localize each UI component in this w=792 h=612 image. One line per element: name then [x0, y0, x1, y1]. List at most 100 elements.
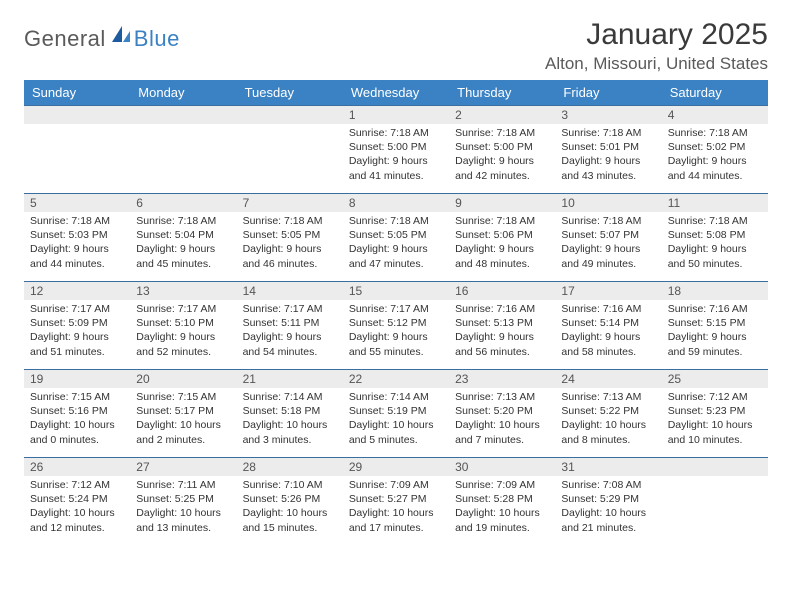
day-info: Sunrise: 7:18 AMSunset: 5:07 PMDaylight:… [555, 212, 661, 271]
sunset-text: Sunset: 5:00 PM [349, 140, 443, 154]
calendar-day-cell: 14Sunrise: 7:17 AMSunset: 5:11 PMDayligh… [237, 281, 343, 369]
day-info: Sunrise: 7:10 AMSunset: 5:26 PMDaylight:… [237, 476, 343, 535]
day-info: Sunrise: 7:16 AMSunset: 5:14 PMDaylight:… [555, 300, 661, 359]
calendar-day-cell: 21Sunrise: 7:14 AMSunset: 5:18 PMDayligh… [237, 369, 343, 457]
calendar-week-row: 26Sunrise: 7:12 AMSunset: 5:24 PMDayligh… [24, 457, 768, 545]
daylight-text: Daylight: 9 hours and 48 minutes. [455, 242, 549, 270]
day-number: 10 [555, 193, 661, 212]
sunset-text: Sunset: 5:12 PM [349, 316, 443, 330]
daylight-text: Daylight: 9 hours and 44 minutes. [30, 242, 124, 270]
day-number: 16 [449, 281, 555, 300]
sunset-text: Sunset: 5:10 PM [136, 316, 230, 330]
daylight-text: Daylight: 9 hours and 43 minutes. [561, 154, 655, 182]
sunrise-text: Sunrise: 7:14 AM [243, 390, 337, 404]
day-info: Sunrise: 7:12 AMSunset: 5:24 PMDaylight:… [24, 476, 130, 535]
daylight-text: Daylight: 9 hours and 56 minutes. [455, 330, 549, 358]
day-header: Tuesday [237, 80, 343, 105]
sunset-text: Sunset: 5:01 PM [561, 140, 655, 154]
daylight-text: Daylight: 10 hours and 10 minutes. [668, 418, 762, 446]
day-number: 23 [449, 369, 555, 388]
day-info: Sunrise: 7:17 AMSunset: 5:12 PMDaylight:… [343, 300, 449, 359]
logo: General Blue [24, 18, 180, 52]
day-header: Friday [555, 80, 661, 105]
calendar-day-cell: 3Sunrise: 7:18 AMSunset: 5:01 PMDaylight… [555, 105, 661, 193]
calendar-day-cell: 11Sunrise: 7:18 AMSunset: 5:08 PMDayligh… [662, 193, 768, 281]
calendar-day-cell [24, 105, 130, 193]
sunset-text: Sunset: 5:02 PM [668, 140, 762, 154]
day-info: Sunrise: 7:11 AMSunset: 5:25 PMDaylight:… [130, 476, 236, 535]
day-number: 29 [343, 457, 449, 476]
daylight-text: Daylight: 9 hours and 52 minutes. [136, 330, 230, 358]
day-number: 14 [237, 281, 343, 300]
daylight-text: Daylight: 10 hours and 21 minutes. [561, 506, 655, 534]
daylight-text: Daylight: 9 hours and 41 minutes. [349, 154, 443, 182]
calendar-day-cell: 8Sunrise: 7:18 AMSunset: 5:05 PMDaylight… [343, 193, 449, 281]
calendar-day-cell: 5Sunrise: 7:18 AMSunset: 5:03 PMDaylight… [24, 193, 130, 281]
sunrise-text: Sunrise: 7:13 AM [455, 390, 549, 404]
calendar-day-cell: 7Sunrise: 7:18 AMSunset: 5:05 PMDaylight… [237, 193, 343, 281]
calendar-day-cell: 22Sunrise: 7:14 AMSunset: 5:19 PMDayligh… [343, 369, 449, 457]
sunrise-text: Sunrise: 7:18 AM [30, 214, 124, 228]
sunset-text: Sunset: 5:11 PM [243, 316, 337, 330]
calendar-day-cell: 12Sunrise: 7:17 AMSunset: 5:09 PMDayligh… [24, 281, 130, 369]
sunset-text: Sunset: 5:25 PM [136, 492, 230, 506]
sunrise-text: Sunrise: 7:13 AM [561, 390, 655, 404]
logo-blue-text: Blue [134, 26, 180, 52]
sunset-text: Sunset: 5:23 PM [668, 404, 762, 418]
day-header: Wednesday [343, 80, 449, 105]
day-number: 5 [24, 193, 130, 212]
day-number: 31 [555, 457, 661, 476]
sunrise-text: Sunrise: 7:09 AM [455, 478, 549, 492]
day-info: Sunrise: 7:12 AMSunset: 5:23 PMDaylight:… [662, 388, 768, 447]
day-info: Sunrise: 7:18 AMSunset: 5:03 PMDaylight:… [24, 212, 130, 271]
sunset-text: Sunset: 5:29 PM [561, 492, 655, 506]
day-number: 17 [555, 281, 661, 300]
day-header: Monday [130, 80, 236, 105]
sunrise-text: Sunrise: 7:12 AM [668, 390, 762, 404]
sunrise-text: Sunrise: 7:18 AM [349, 126, 443, 140]
calendar-day-cell: 10Sunrise: 7:18 AMSunset: 5:07 PMDayligh… [555, 193, 661, 281]
sunset-text: Sunset: 5:27 PM [349, 492, 443, 506]
calendar-day-cell: 28Sunrise: 7:10 AMSunset: 5:26 PMDayligh… [237, 457, 343, 545]
day-number: 4 [662, 105, 768, 124]
daylight-text: Daylight: 9 hours and 55 minutes. [349, 330, 443, 358]
day-info: Sunrise: 7:15 AMSunset: 5:16 PMDaylight:… [24, 388, 130, 447]
sunset-text: Sunset: 5:06 PM [455, 228, 549, 242]
daylight-text: Daylight: 10 hours and 12 minutes. [30, 506, 124, 534]
daylight-text: Daylight: 10 hours and 15 minutes. [243, 506, 337, 534]
day-number [130, 105, 236, 124]
sunset-text: Sunset: 5:15 PM [668, 316, 762, 330]
day-number: 30 [449, 457, 555, 476]
daylight-text: Daylight: 9 hours and 45 minutes. [136, 242, 230, 270]
day-info: Sunrise: 7:18 AMSunset: 5:02 PMDaylight:… [662, 124, 768, 183]
sunrise-text: Sunrise: 7:09 AM [349, 478, 443, 492]
calendar-day-cell: 20Sunrise: 7:15 AMSunset: 5:17 PMDayligh… [130, 369, 236, 457]
calendar-day-cell: 6Sunrise: 7:18 AMSunset: 5:04 PMDaylight… [130, 193, 236, 281]
sunset-text: Sunset: 5:05 PM [243, 228, 337, 242]
sunrise-text: Sunrise: 7:16 AM [455, 302, 549, 316]
sunrise-text: Sunrise: 7:17 AM [136, 302, 230, 316]
day-number: 6 [130, 193, 236, 212]
calendar-day-cell [237, 105, 343, 193]
sunrise-text: Sunrise: 7:17 AM [243, 302, 337, 316]
sunset-text: Sunset: 5:09 PM [30, 316, 124, 330]
sunset-text: Sunset: 5:14 PM [561, 316, 655, 330]
calendar-day-cell: 19Sunrise: 7:15 AMSunset: 5:16 PMDayligh… [24, 369, 130, 457]
calendar-day-cell: 23Sunrise: 7:13 AMSunset: 5:20 PMDayligh… [449, 369, 555, 457]
day-info: Sunrise: 7:18 AMSunset: 5:05 PMDaylight:… [343, 212, 449, 271]
daylight-text: Daylight: 9 hours and 58 minutes. [561, 330, 655, 358]
sunset-text: Sunset: 5:13 PM [455, 316, 549, 330]
daylight-text: Daylight: 10 hours and 5 minutes. [349, 418, 443, 446]
day-number [237, 105, 343, 124]
sunset-text: Sunset: 5:16 PM [30, 404, 124, 418]
day-info: Sunrise: 7:13 AMSunset: 5:20 PMDaylight:… [449, 388, 555, 447]
calendar-day-cell: 1Sunrise: 7:18 AMSunset: 5:00 PMDaylight… [343, 105, 449, 193]
calendar-day-cell: 9Sunrise: 7:18 AMSunset: 5:06 PMDaylight… [449, 193, 555, 281]
sunset-text: Sunset: 5:08 PM [668, 228, 762, 242]
sunset-text: Sunset: 5:17 PM [136, 404, 230, 418]
sunrise-text: Sunrise: 7:18 AM [136, 214, 230, 228]
sunrise-text: Sunrise: 7:11 AM [136, 478, 230, 492]
sunrise-text: Sunrise: 7:18 AM [349, 214, 443, 228]
day-info: Sunrise: 7:09 AMSunset: 5:28 PMDaylight:… [449, 476, 555, 535]
day-info: Sunrise: 7:18 AMSunset: 5:05 PMDaylight:… [237, 212, 343, 271]
